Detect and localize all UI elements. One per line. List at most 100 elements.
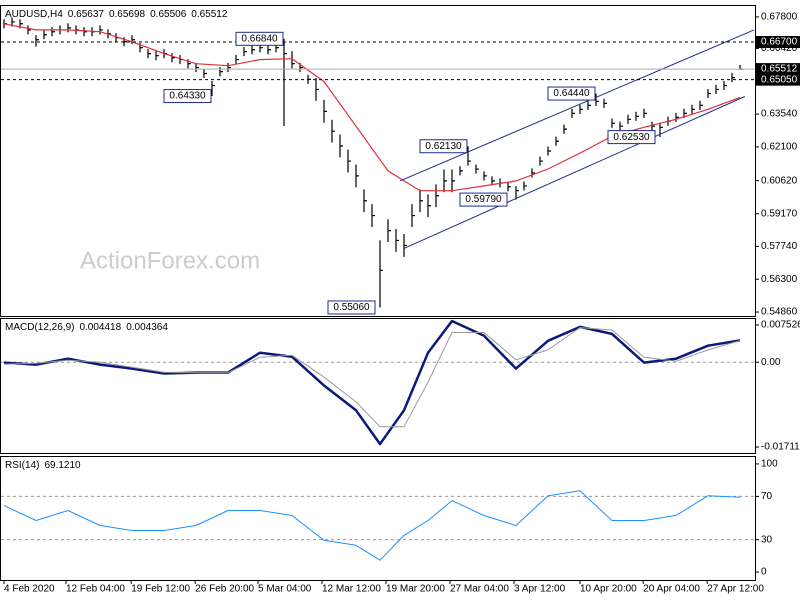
price-level-box	[756, 36, 800, 49]
ohlc-bar	[451, 169, 455, 193]
annotation-label: 0.62130	[425, 141, 462, 152]
ohlc-bar	[475, 164, 479, 174]
title-part: RSI(14)	[5, 460, 39, 471]
ohlc-bar	[227, 62, 231, 73]
ohlc-bar	[635, 111, 639, 121]
ohlc-bar	[603, 98, 607, 108]
title-part: MACD(12,26,9)	[5, 322, 74, 333]
annotation-label: 0.62530	[613, 132, 650, 143]
x-tick-label: 4 Feb 2020	[4, 584, 55, 595]
y-tick-label: 70	[761, 491, 773, 502]
ohlc-bar	[643, 108, 647, 118]
ohlc-bar	[539, 156, 543, 166]
y-tick-label: 0.60620	[761, 175, 798, 186]
price-level-label: 0.66700	[761, 37, 798, 48]
ohlc-bar	[395, 229, 399, 252]
ohlc-bar	[331, 119, 335, 143]
annotation-box	[327, 300, 376, 315]
ohlc-bar	[403, 234, 407, 257]
y-tick-label: 0.54860	[761, 307, 798, 318]
y-tick-label: 0.59170	[761, 208, 798, 219]
annotation-box	[235, 31, 284, 46]
annotation-box	[419, 139, 468, 154]
ohlc-bar	[707, 88, 711, 99]
macd-panel-frame	[0, 318, 756, 454]
ohlc-bar	[131, 35, 135, 45]
ohlc-bar	[595, 93, 599, 106]
ohlc-bar	[531, 168, 535, 178]
ohlc-bar	[619, 121, 623, 131]
ohlc-bar	[363, 189, 367, 213]
ohlc-bar	[579, 104, 583, 114]
title-part: AUDUSD,H4	[5, 9, 63, 20]
x-tick-label: 12 Mar 12:00	[322, 584, 381, 595]
annotation-label: 0.66840	[241, 33, 278, 44]
ohlc-bar	[459, 166, 463, 176]
ohlc-bar	[347, 149, 351, 173]
indicator-line	[3, 327, 741, 428]
watermark: ActionForex.com	[80, 247, 260, 274]
price-level-label: 0.65512	[761, 64, 798, 75]
x-tick-label: 26 Feb 20:00	[195, 584, 254, 595]
ohlc-bar	[283, 38, 287, 127]
ohlc-bar	[675, 112, 679, 122]
title-part: 69.1210	[44, 460, 81, 471]
ohlc-bar	[267, 45, 271, 55]
ohlc-bar	[387, 219, 391, 243]
price-level-label: 0.65050	[761, 74, 798, 85]
price-level-box	[756, 73, 800, 86]
ohlc-bar	[651, 121, 655, 131]
annotation-box	[547, 86, 596, 101]
ohlc-bar	[99, 25, 103, 35]
title-part: 0.65698	[109, 9, 146, 20]
price-panel-frame	[0, 5, 756, 317]
ohlc-bar	[547, 146, 551, 156]
ohlc-bar	[371, 204, 375, 227]
ohlc-bar	[339, 134, 343, 158]
ohlc-bar	[427, 194, 431, 218]
trend-line	[403, 96, 746, 249]
panel-title: RSI(14) 69.1210	[5, 460, 81, 471]
ohlc-bar	[515, 186, 519, 200]
ohlc-bar	[563, 124, 567, 134]
ohlc-bar	[43, 30, 47, 40]
annotation-label: 0.64330	[169, 91, 206, 102]
annotation-box	[163, 89, 212, 104]
panel-plot	[1, 319, 755, 446]
ohlc-bar	[315, 78, 319, 101]
ohlc-bar	[323, 99, 327, 123]
y-tick-label: 0.63540	[761, 109, 798, 120]
ohlc-bar	[435, 184, 439, 208]
y-tick-label: 0.56300	[761, 274, 798, 285]
ohlc-bar	[27, 25, 31, 35]
ohlc-bar	[35, 35, 39, 47]
ohlc-bar	[611, 118, 615, 128]
y-tick-label: 0.67800	[761, 12, 798, 23]
annotation-label: 0.64440	[553, 88, 590, 99]
title-part: 0.65512	[191, 9, 228, 20]
ohlc-bar	[555, 136, 559, 146]
annotation-label: 0.59790	[465, 194, 502, 205]
x-tick-label: 19 Mar 20:00	[386, 584, 445, 595]
y-tick-label: 0.57740	[761, 241, 798, 252]
ohlc-bar	[587, 100, 591, 110]
ohlc-bar	[699, 100, 703, 110]
panel-plot	[1, 490, 755, 561]
x-tick-label: 3 Apr 12:00	[514, 584, 566, 595]
y-tick-label: -0.017112	[761, 442, 800, 453]
ohlc-bar	[419, 189, 423, 213]
title-part: 0.65637	[68, 9, 105, 20]
ohlc-bar	[67, 23, 71, 33]
ohlc-bar	[203, 68, 207, 79]
y-tick-label: 100	[761, 459, 778, 470]
ohlc-bar	[379, 240, 383, 308]
x-tick-label: 10 Apr 20:00	[580, 584, 637, 595]
title-part: 0.65506	[150, 9, 187, 20]
ohlc-bar	[251, 45, 255, 55]
title-part: 0.004364	[126, 322, 168, 333]
ohlc-bar	[355, 164, 359, 188]
ohlc-bar	[571, 108, 575, 118]
y-tick-label: 0	[761, 567, 767, 578]
